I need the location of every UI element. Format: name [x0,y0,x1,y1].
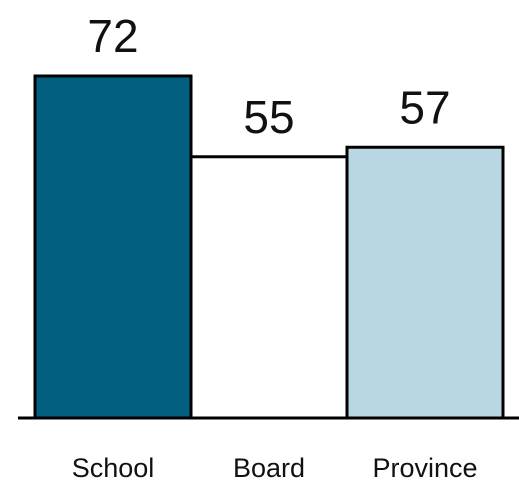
data-label: 55 [243,91,294,143]
x-tick-label: School [72,453,155,483]
bar [189,155,349,420]
x-tick-label: Province [372,453,477,483]
bar [33,74,193,420]
data-label: 57 [399,81,450,133]
data-label: 72 [87,10,138,62]
bar [345,145,505,420]
x-tick-label: Board [233,453,305,483]
